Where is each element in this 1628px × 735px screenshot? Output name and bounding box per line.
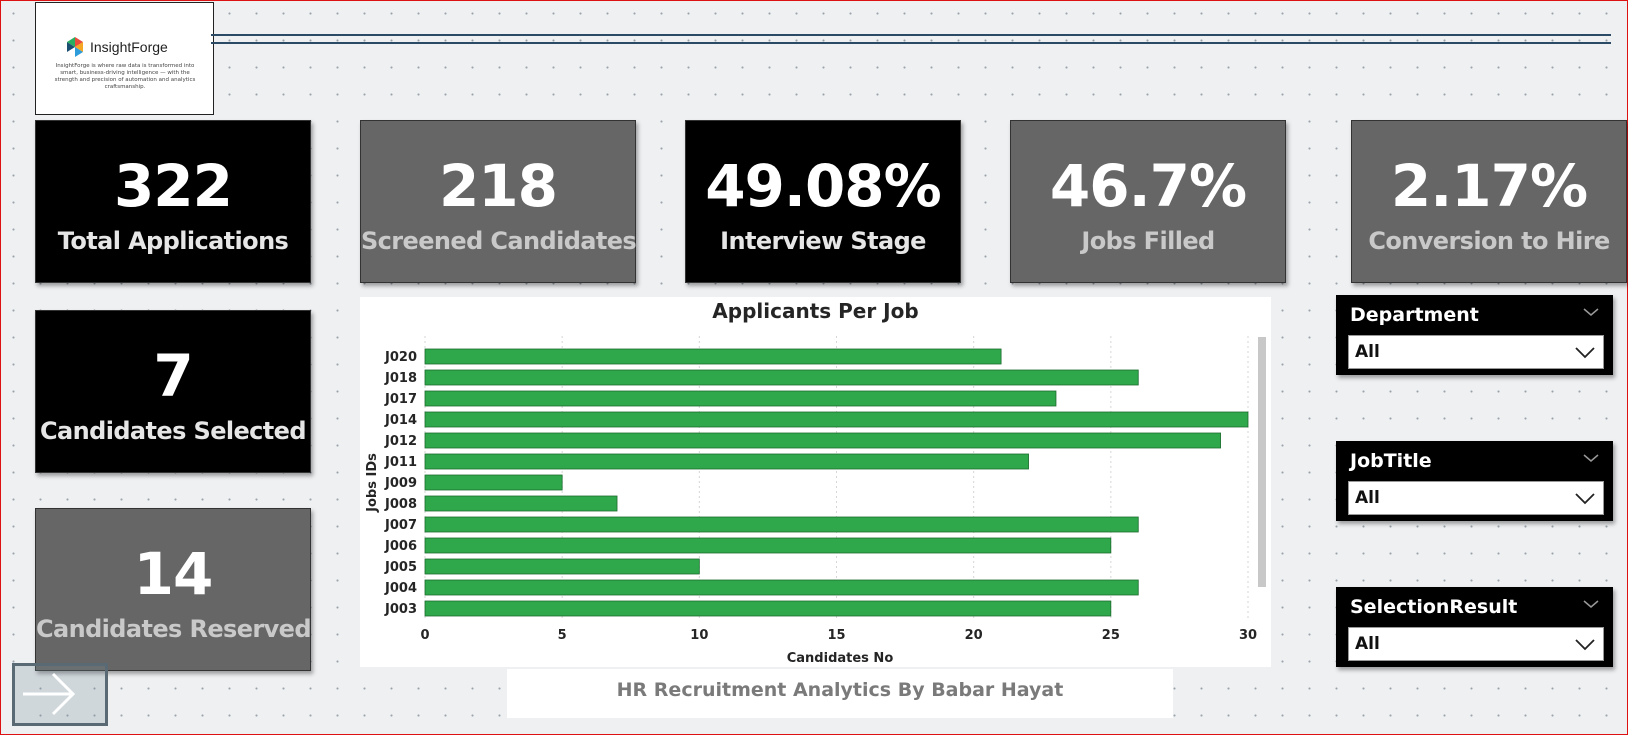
applicants-per-job-chart[interactable]: J020 J018 J017 J014 J012 J011 J009 J008 J007 J006… [360, 297, 1271, 667]
kpi-value: 218 [438, 152, 558, 220]
chart-svg: J020 J018 J017 J014 J012 J011 J009 J008 J007 J006… [365, 336, 1266, 666]
category-label: J012 [384, 434, 417, 449]
chart-title: Applicants Per Job [712, 299, 919, 323]
bar-j014 [424, 411, 1249, 428]
category-label: J018 [384, 371, 417, 386]
dropdown-value: All [1355, 488, 1380, 508]
kpi-value: 322 [113, 152, 233, 220]
header-divider [211, 34, 1611, 46]
category-label: J006 [384, 539, 417, 554]
x-tick-label: 15 [827, 628, 845, 643]
category-label: J009 [384, 476, 417, 491]
kpi-label: Total Applications [57, 227, 289, 255]
arrow-right-icon [23, 672, 76, 716]
bar-j012 [424, 432, 1221, 449]
kpi-label: Jobs Filled [1081, 227, 1215, 255]
bar-j004 [424, 579, 1139, 596]
logo-card: InsightForge InsightForge is where raw d… [35, 2, 214, 115]
kpi-value: 49.08% [705, 152, 942, 220]
bar-j003 [424, 600, 1112, 617]
logo: InsightForge [64, 36, 168, 58]
x-tick-label: 10 [690, 628, 708, 643]
kpi-candidates-reserved: 14 Candidates Reserved [35, 508, 312, 671]
bar-j017 [424, 390, 1057, 407]
chevron-down-icon[interactable] [1583, 453, 1599, 463]
bar-j006 [424, 537, 1112, 554]
category-label: J017 [384, 392, 417, 407]
slicer-title: SelectionResult [1350, 596, 1518, 618]
x-tick-label: 0 [420, 628, 429, 643]
insightforge-logo-icon [67, 37, 83, 57]
kpi-total-applications: 322 Total Applications [35, 120, 311, 283]
kpi-value: 7 [153, 342, 193, 410]
department-dropdown[interactable]: All [1348, 335, 1604, 369]
selectionresult-dropdown[interactable]: All [1348, 627, 1604, 661]
dropdown-value: All [1355, 634, 1380, 654]
x-tick-label: 30 [1239, 628, 1257, 643]
category-label: J008 [384, 497, 417, 512]
x-tick-label: 5 [558, 628, 567, 643]
category-label: J003 [384, 602, 417, 617]
slicer-title: Department [1350, 304, 1479, 326]
kpi-conversion-to-hire: 2.17% Conversion to Hire [1351, 120, 1627, 283]
bar-j018 [424, 369, 1139, 386]
kpi-label: Screened Candidates [361, 227, 637, 255]
slicer-jobtitle: JobTitle All [1336, 441, 1613, 521]
chevron-down-icon[interactable] [1583, 307, 1599, 317]
kpi-jobs-filled: 46.7% Jobs Filled [1010, 120, 1286, 283]
kpi-label: Interview Stage [720, 227, 926, 255]
logo-tagline: InsightForge is where raw data is transf… [54, 63, 196, 90]
bar-j005 [424, 558, 700, 575]
chevron-down-icon [1575, 347, 1595, 359]
bar-j008 [424, 495, 618, 512]
chevron-down-icon[interactable] [1583, 599, 1599, 609]
x-tick-label: 20 [965, 628, 983, 643]
category-label: J005 [384, 560, 417, 575]
category-label: J007 [384, 518, 417, 533]
kpi-label: Conversion to Hire [1368, 227, 1610, 255]
kpi-value: 46.7% [1049, 152, 1247, 220]
slicer-department: Department All [1336, 295, 1613, 375]
kpi-screened-candidates: 218 Screened Candidates [360, 120, 637, 283]
y-axis-title: Jobs IDs [365, 453, 380, 513]
category-label: J014 [384, 413, 417, 428]
report-title-banner: HR Recruitment Analytics By Babar Hayat [507, 669, 1173, 718]
bar-j007 [424, 516, 1139, 533]
category-label: J020 [384, 350, 417, 365]
kpi-interview-stage: 49.08% Interview Stage [685, 120, 961, 283]
scrollbar-thumb[interactable] [1258, 337, 1266, 587]
category-label: J011 [384, 455, 417, 470]
kpi-candidates-selected: 7 Candidates Selected [35, 310, 311, 473]
slicer-selectionresult: SelectionResult All [1336, 587, 1613, 667]
x-axis-title: Candidates No [787, 651, 894, 666]
x-tick-label: 25 [1102, 628, 1120, 643]
navigation-button[interactable] [12, 663, 108, 726]
chevron-down-icon [1575, 639, 1595, 651]
category-label: J004 [384, 581, 417, 596]
jobtitle-dropdown[interactable]: All [1348, 481, 1604, 515]
kpi-value: 2.17% [1390, 152, 1588, 220]
kpi-label: Candidates Reserved [36, 615, 312, 643]
chevron-down-icon [1575, 493, 1595, 505]
bar-j011 [424, 453, 1029, 470]
slicer-title: JobTitle [1350, 450, 1432, 472]
logo-name: InsightForge [90, 39, 168, 55]
kpi-label: Candidates Selected [40, 417, 306, 445]
kpi-value: 14 [133, 540, 214, 608]
bar-j020 [424, 348, 1002, 365]
dropdown-value: All [1355, 342, 1380, 362]
bar-j009 [424, 474, 563, 491]
